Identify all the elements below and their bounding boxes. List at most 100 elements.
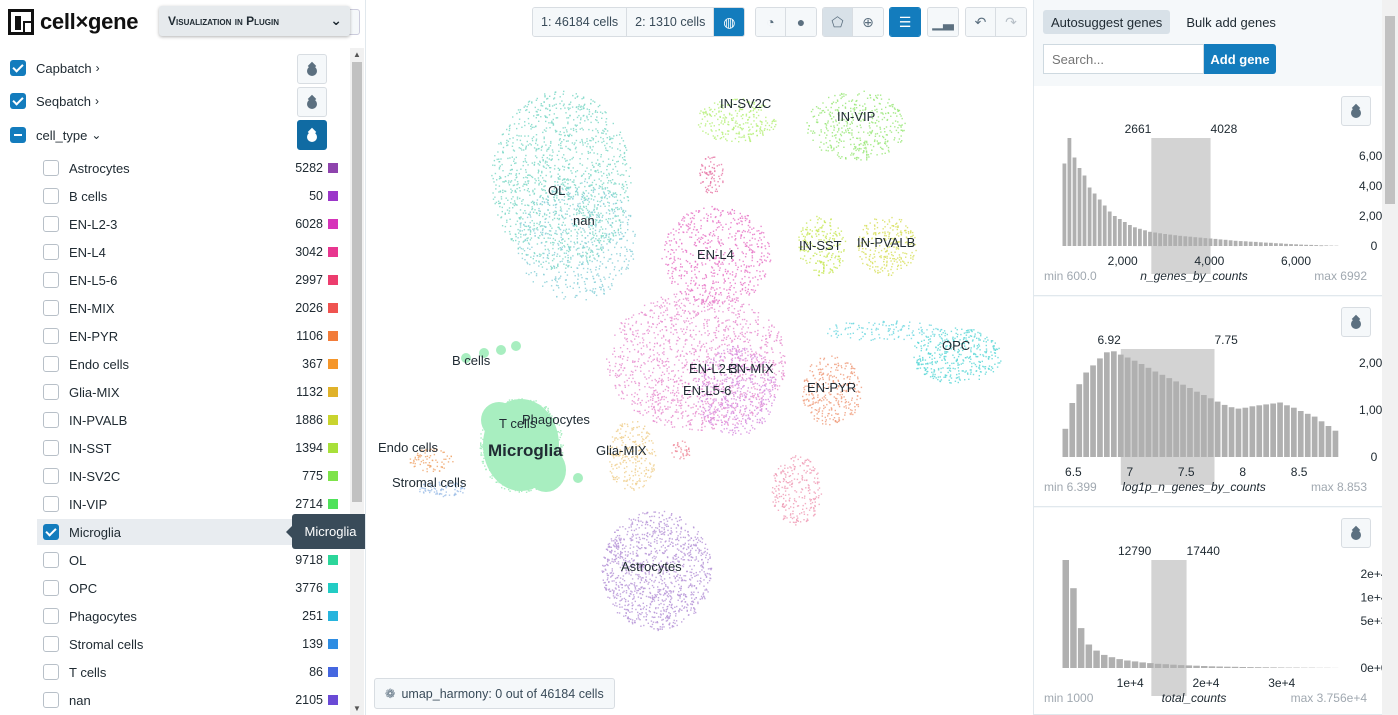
cell-type-checkbox[interactable] [43,692,59,708]
cell-type-label[interactable]: B cells [69,188,108,204]
embedding-selector-button[interactable]: ❁ umap_harmony: 0 out of 46184 cells [374,678,615,709]
cell-type-checkbox[interactable] [43,328,59,344]
category-label[interactable]: Seqbatch [36,93,91,109]
undo-icon[interactable]: ↶ [966,8,996,36]
cell-type-checkbox[interactable] [43,412,59,428]
cell-type-checkbox[interactable] [43,496,59,512]
scatter-plot[interactable] [366,0,1032,715]
cell-type-item[interactable]: IN-SV2C 775 [37,463,340,489]
cell-type-item[interactable]: IN-PVALB 1886 [37,407,340,433]
cell-type-label[interactable]: Microglia [69,524,122,540]
color-by-button[interactable] [1341,518,1371,548]
cell-type-checkbox[interactable] [43,160,59,176]
right-scrollbar[interactable] [1382,0,1398,715]
pie-chart-icon[interactable]: ◔ [756,8,786,36]
cell-type-label[interactable]: Astrocytes [69,160,130,176]
cell-type-item[interactable]: Stromal cells 139 [37,631,340,657]
category-checkbox[interactable] [10,127,26,143]
cell-type-label[interactable]: IN-PVALB [69,412,128,428]
cell-type-checkbox[interactable] [43,580,59,596]
cell-type-item[interactable]: IN-SST 1394 [37,435,340,461]
cell-type-label[interactable]: EN-L2-3 [69,216,118,232]
cell-type-checkbox[interactable] [43,440,59,456]
cell-type-item[interactable]: EN-MIX 2026 [37,295,340,321]
color-by-button[interactable] [1341,96,1371,126]
scrollbar-thumb[interactable] [1385,16,1395,204]
cell-type-item[interactable]: Endo cells 367 [37,351,340,377]
category-cell-type[interactable]: cell_type ⌄ [10,122,340,148]
color-by-button[interactable] [1341,307,1371,337]
chevron-right-icon[interactable]: › [94,94,99,108]
category-seqbatch[interactable]: Seqbatch › [10,88,340,114]
add-gene-button[interactable]: Add gene [1204,44,1276,74]
cell-type-item[interactable]: OL 9718 [37,547,340,573]
cell-type-checkbox[interactable] [43,244,59,260]
cell-type-label[interactable]: nan [69,692,91,708]
venn-icon[interactable]: ◍ [714,8,745,36]
cell-type-item[interactable]: EN-L4 3042 [37,239,340,265]
cell-type-item[interactable]: EN-PYR 1106 [37,323,340,349]
cell-type-checkbox[interactable] [43,468,59,484]
color-by-button[interactable] [297,54,327,84]
cell-type-item[interactable]: OPC 3776 [37,575,340,601]
cell-type-item[interactable]: EN-L2-3 6028 [37,211,340,237]
gene-search-input[interactable] [1043,44,1204,74]
chevron-down-icon[interactable]: ⌄ [91,128,102,142]
cell-type-label[interactable]: OPC [69,580,98,596]
lasso-icon[interactable]: ⬠ [823,8,853,36]
selection-1[interactable]: 1: 46184 cells [533,8,628,36]
cell-type-label[interactable]: Glia-MIX [69,384,120,400]
cell-type-checkbox[interactable] [43,272,59,288]
sidebar-scrollbar[interactable]: ▲ ▼ [350,48,364,715]
cell-type-item[interactable]: nan 2105 [37,687,340,713]
cell-type-item[interactable]: IN-VIP 2714 [37,491,340,517]
cell-type-item[interactable]: Phagocytes 251 [37,603,340,629]
cell-type-label[interactable]: Phagocytes [69,608,137,624]
cell-type-checkbox[interactable] [43,664,59,680]
cell-type-item[interactable]: EN-L5-6 2997 [37,267,340,293]
zoom-in-icon[interactable]: ⊕ [853,8,883,36]
scroll-down-icon[interactable]: ▼ [353,704,361,713]
histogram-log1p-n-genes-by-counts[interactable]: 6.92 7.75 6.5 7 7.5 8 8.5 2,000 1,000 0 min 6.399 m… [1034,297,1384,507]
color-by-button[interactable] [297,87,327,117]
histogram-total-counts[interactable]: 12790 17440 1e+4 2e+4 3e+4 2e+4 1e+4 5e+3 0e+0 mi… [1034,508,1384,715]
cell-type-label[interactable]: T cells [69,664,107,680]
category-checkbox[interactable] [10,60,26,76]
cell-type-checkbox[interactable] [43,356,59,372]
histogram-n-genes-by-counts[interactable]: 2661 4028 2,000 4,000 6,000 6,000 4,000 2,000 0 m… [1034,86,1384,296]
cell-type-checkbox[interactable] [43,636,59,652]
scroll-up-icon[interactable]: ▲ [353,50,361,59]
category-label[interactable]: cell_type [36,127,88,143]
cell-type-label[interactable]: Stromal cells [69,636,144,652]
cell-type-checkbox[interactable] [43,216,59,232]
cell-type-label[interactable]: EN-MIX [69,300,115,316]
color-by-button[interactable] [297,120,327,150]
category-label[interactable]: Capbatch [36,60,92,76]
tab-autosuggest-genes[interactable]: Autosuggest genes [1043,10,1171,34]
chevron-right-icon[interactable]: › [95,61,100,75]
cell-type-item[interactable]: Glia-MIX 1132 [37,379,340,405]
selection-2[interactable]: 2: 1310 cells [627,8,715,36]
cell-type-checkbox[interactable] [43,188,59,204]
cell-type-item[interactable]: T cells 86 [37,659,340,685]
redo-icon[interactable]: ↷ [996,8,1026,36]
cell-type-label[interactable]: OL [69,552,87,568]
cell-type-item[interactable]: Astrocytes 5282 [37,155,340,181]
plugin-dropdown[interactable]: Visualization in Plugin ⌄ [159,6,350,36]
circle-icon[interactable]: ● [786,8,816,36]
category-checkbox[interactable] [10,93,26,109]
cell-type-checkbox[interactable] [43,608,59,624]
cell-type-label[interactable]: IN-VIP [69,496,108,512]
cell-type-label[interactable]: Endo cells [69,356,129,372]
scrollbar-thumb[interactable] [352,62,362,502]
cell-type-checkbox[interactable] [43,384,59,400]
cell-type-checkbox[interactable] [43,300,59,316]
cell-type-label[interactable]: IN-SV2C [69,468,121,484]
cell-type-checkbox[interactable] [43,524,59,540]
cell-type-checkbox[interactable] [43,552,59,568]
list-icon[interactable]: ☰ [890,8,920,36]
cell-type-label[interactable]: EN-L4 [69,244,106,260]
bar-chart-icon[interactable]: ▁▃ [928,8,958,36]
category-capbatch[interactable]: Capbatch › [10,55,340,81]
tab-bulk-add-genes[interactable]: Bulk add genes [1186,14,1276,30]
